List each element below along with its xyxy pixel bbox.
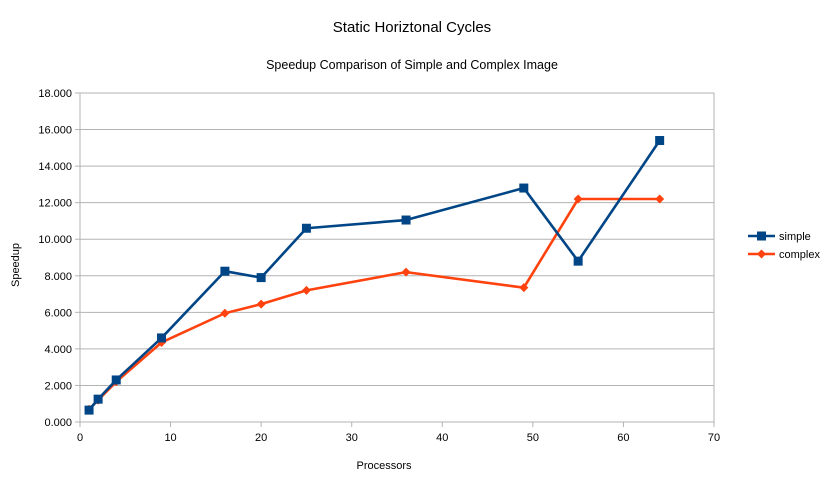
y-tick-label: 4.000 [44, 344, 72, 356]
y-tick-label: 6.000 [44, 307, 72, 319]
y-tick-label: 16.000 [38, 125, 72, 137]
axes [75, 92, 715, 427]
data-point-complex [401, 267, 411, 277]
data-point-complex [256, 299, 266, 309]
data-point-simple [256, 273, 266, 283]
data-point-simple [157, 333, 167, 343]
y-tick-label: 2.000 [44, 380, 72, 392]
legend-label-complex: complex [779, 249, 820, 261]
data-point-simple [84, 405, 94, 415]
data-point-simple [573, 256, 583, 266]
legend-marker-complex [757, 249, 766, 259]
legend-item-simple: simple [748, 231, 811, 243]
series-line-complex [88, 197, 660, 411]
data-point-complex [301, 285, 311, 295]
legend-marker-simple [757, 231, 766, 241]
data-point-simple [401, 215, 411, 225]
x-tick-label: 0 [77, 432, 83, 444]
data-point-simple [519, 183, 529, 193]
legend-item-complex: complex [748, 249, 820, 261]
x-tick-label: 50 [527, 432, 539, 444]
y-axis-label: Speedup [10, 243, 22, 287]
x-axis-label: Processors [356, 460, 412, 472]
x-tick-labels: 0 10 20 30 40 50 60 70 [77, 432, 720, 444]
series-simple [84, 136, 665, 415]
series-complex [84, 194, 665, 414]
data-point-simple [220, 266, 230, 276]
x-tick-label: 20 [255, 432, 267, 444]
y-tick-label: 12.000 [38, 198, 72, 210]
y-tick-label: 14.000 [38, 161, 72, 173]
series [84, 136, 665, 415]
x-tick-label: 30 [346, 432, 358, 444]
y-tick-label: 8.000 [44, 271, 72, 283]
data-point-simple [111, 375, 121, 385]
y-tick-labels: 0.000 2.000 4.000 6.000 8.000 10.000 12.000 14.… [38, 88, 72, 429]
chart-subtitle: Speedup Comparison of Simple and Complex… [266, 58, 558, 72]
data-point-simple [93, 394, 103, 404]
x-tick-label: 40 [436, 432, 448, 444]
data-point-simple [655, 136, 665, 146]
plot-frame [79, 92, 715, 423]
chart-title: Static Horiztonal Cycles [333, 19, 491, 36]
data-point-complex [655, 194, 665, 204]
y-tick-label: 0.000 [44, 417, 72, 429]
data-point-complex [220, 308, 230, 318]
x-tick-label: 10 [164, 432, 176, 444]
data-point-complex [519, 283, 529, 293]
y-tick-label: 18.000 [38, 88, 72, 100]
x-tick-label: 60 [617, 432, 629, 444]
legend-label-simple: simple [779, 231, 811, 243]
legend: simple complex [748, 231, 820, 261]
data-point-simple [301, 223, 311, 233]
x-tick-label: 70 [708, 432, 720, 444]
y-tick-label: 10.000 [38, 234, 72, 246]
grid [80, 92, 714, 423]
data-point-complex [573, 194, 583, 204]
